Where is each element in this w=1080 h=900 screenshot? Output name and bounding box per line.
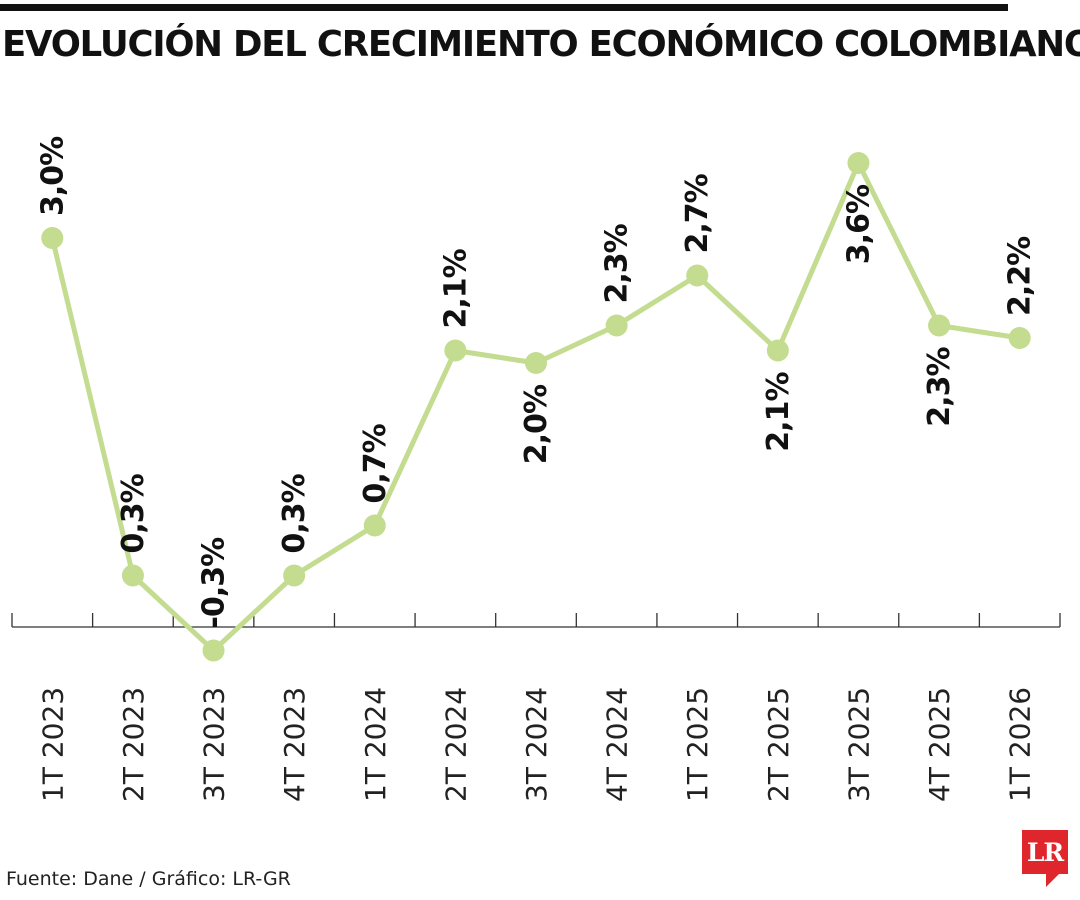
data-point (766, 339, 789, 362)
data-label: 3,0% (35, 136, 70, 216)
data-label: 0,7% (358, 423, 393, 503)
data-label: 2,7% (680, 173, 715, 253)
data-label: 2,2% (1003, 236, 1038, 316)
data-point (605, 314, 628, 337)
data-label: -0,3% (197, 537, 232, 629)
x-tick-label: 1T 2026 (1004, 687, 1037, 802)
x-tick-label: 2T 2025 (762, 687, 795, 802)
top-rule (0, 4, 1008, 11)
data-point (686, 264, 709, 287)
x-tick-label: 3T 2024 (520, 687, 553, 802)
data-label: 2,1% (761, 372, 796, 452)
x-tick-label: 3T 2023 (198, 687, 231, 802)
data-points (41, 152, 1031, 662)
data-label: 2,3% (922, 347, 957, 427)
data-point (363, 514, 386, 537)
data-point (1008, 327, 1031, 349)
data-label: 2,0% (519, 384, 554, 464)
x-tick-label: 4T 2025 (923, 687, 956, 802)
x-tick-label: 1T 2025 (681, 687, 714, 802)
x-tick-label: 2T 2023 (117, 687, 150, 802)
x-tick-label: 4T 2023 (278, 687, 311, 802)
x-tick-label: 4T 2024 (601, 687, 634, 802)
lr-logo: LR (1022, 830, 1068, 874)
data-label: 3,6% (841, 184, 876, 264)
data-point (525, 352, 547, 374)
data-point (121, 564, 144, 587)
data-point (283, 564, 306, 587)
data-label: 2,1% (438, 248, 473, 328)
lr-logo-tail (1046, 873, 1060, 887)
data-point (928, 314, 951, 337)
data-label: 0,3% (116, 473, 151, 553)
x-tick-labels: 1T 2023 2T 2023 3T 2023 4T 2023 1T 2024 2T 20… (36, 687, 1036, 802)
x-axis (11, 613, 1061, 628)
data-point (41, 227, 64, 249)
data-point (444, 339, 467, 362)
chart-title: EVOLUCIÓN DEL CRECIMIENTO ECONÓMICO COLO… (2, 24, 1080, 65)
x-tick-label: 3T 2025 (842, 687, 875, 802)
data-point (847, 152, 870, 174)
data-label: 2,3% (600, 223, 635, 303)
x-tick-label: 1T 2024 (359, 687, 392, 802)
data-labels: 3,0% 0,3% -0,3% 0,3% 0,7% 2,1% 2,0% 2,3% 2,7% 2,1… (35, 136, 1037, 629)
x-tick-label: 1T 2023 (36, 687, 69, 802)
source-note: Fuente: Dane / Gráfico: LR-GR (6, 868, 291, 890)
data-label: 0,3% (277, 473, 312, 553)
data-point (202, 639, 225, 662)
x-tick-label: 2T 2024 (439, 687, 472, 802)
